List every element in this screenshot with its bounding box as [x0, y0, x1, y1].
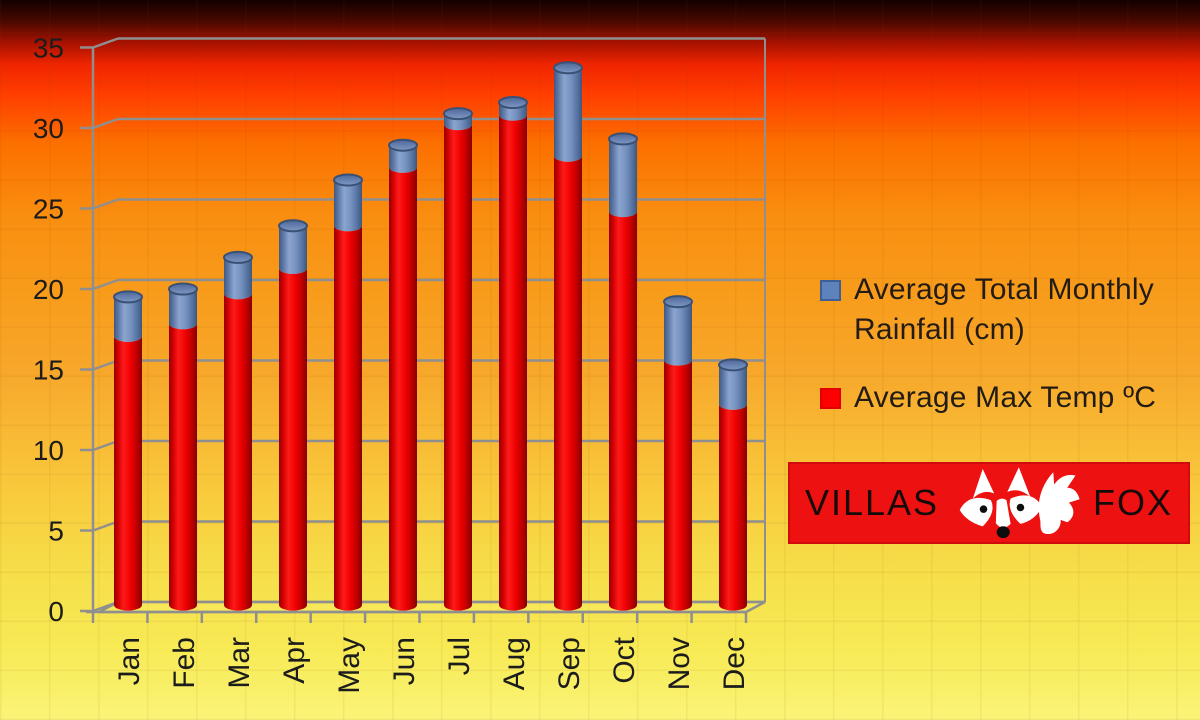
bar-feb-cap — [168, 282, 198, 296]
bar-jan-cap — [113, 290, 143, 304]
bar-nov-cap — [663, 295, 693, 309]
bar-nov-temp — [664, 360, 692, 611]
legend-label-rainfall: Average Total Monthly Rainfall (cm) — [854, 273, 1154, 346]
bar-sep-temp — [554, 156, 582, 611]
x-axis-label-feb: Feb — [168, 637, 201, 689]
axis-label-layer: 0 5 10 15 20 25 30 35 Jan Feb Mar Apr May Jun Jul Aug Se… — [33, 33, 751, 694]
bar-aug-cap — [498, 96, 528, 110]
bar-jul-cap — [443, 107, 473, 121]
y-axis-label-35: 35 — [33, 33, 64, 64]
bar-layer — [113, 61, 748, 611]
logo-text-fox: FOX — [1093, 482, 1174, 523]
bar-may-cap — [333, 173, 363, 187]
bar-jun-rainfall — [389, 145, 417, 173]
bar-mar-rainfall — [224, 257, 252, 300]
bar-jul-rainfall — [444, 113, 472, 131]
bar-aug-temp — [499, 115, 527, 611]
bar-dec-cap — [718, 358, 748, 372]
y-grid-bevel-25 — [92, 198, 119, 210]
bar-apr-temp — [279, 268, 307, 611]
bar-oct-rainfall — [609, 138, 637, 218]
bar-mar-temp — [224, 293, 252, 611]
bar-feb-temp — [169, 323, 197, 611]
y-axis-label-20: 20 — [33, 274, 64, 305]
y-grid-bevel-5 — [92, 520, 119, 532]
x-axis-label-sep: Sep — [553, 637, 586, 690]
y-grid-bevel-35 — [92, 37, 119, 49]
x-axis-label-aug: Aug — [498, 637, 531, 690]
chart-legend: Average Total Monthly Rainfall (cm) Aver… — [820, 270, 1180, 418]
x-axis-label-jun: Jun — [388, 637, 421, 685]
legend-item-temp: Average Max Temp ºC — [820, 378, 1180, 418]
bar-may-rainfall — [334, 179, 362, 232]
bar-jun-cap — [388, 138, 418, 152]
bar-dec-rainfall — [719, 364, 747, 410]
legend-item-rainfall: Average Total Monthly Rainfall (cm) — [820, 270, 1180, 350]
bar-jun-temp — [389, 167, 417, 611]
y-grid-bevel-10 — [92, 439, 119, 452]
x-axis-label-may: May — [333, 637, 366, 694]
x-axis-label-mar: Mar — [223, 637, 256, 689]
y-axis-label-15: 15 — [33, 355, 64, 386]
legend-label-temp: Average Max Temp ºC — [854, 381, 1157, 414]
y-axis-label-10: 10 — [33, 435, 64, 466]
bar-dec-temp — [719, 404, 747, 611]
bar-jan-rainfall — [114, 296, 142, 342]
x-axis-label-oct: Oct — [608, 636, 641, 683]
bar-apr-rainfall — [279, 225, 307, 274]
y-grid-bevel-15 — [92, 359, 119, 371]
bar-oct-cap — [608, 132, 638, 146]
legend-swatch-temp — [820, 388, 841, 409]
bar-sep-cap — [553, 61, 583, 75]
x-axis-label-dec: Dec — [718, 637, 751, 690]
bar-aug-rainfall — [499, 102, 527, 121]
bar-jan-temp — [114, 336, 142, 611]
x-axis-label-jan: Jan — [113, 637, 146, 685]
legend-swatch-rainfall — [820, 280, 841, 301]
bar-nov-rainfall — [664, 301, 692, 366]
y-grid-bevel-20 — [92, 278, 119, 291]
y-grid-bevel-30 — [92, 117, 119, 130]
y-axis-label-25: 25 — [33, 194, 64, 225]
bar-mar-cap — [223, 250, 253, 264]
x-axis-label-nov: Nov — [663, 637, 696, 690]
y-axis-label-5: 5 — [48, 516, 64, 547]
bar-apr-cap — [278, 219, 308, 233]
bar-may-temp — [334, 225, 362, 611]
bar-jul-temp — [444, 124, 472, 611]
y-axis-label-30: 30 — [33, 113, 64, 144]
bar-sep-rainfall — [554, 67, 582, 162]
logo-text-villas: VILLAS — [804, 482, 940, 523]
x-axis-label-jul: Jul — [443, 637, 476, 675]
x-axis-label-apr: Apr — [278, 637, 311, 684]
fox-icon — [959, 467, 1080, 539]
bar-oct-temp — [609, 211, 637, 611]
villas-fox-logo: VILLAS FOX — [788, 462, 1190, 544]
y-axis-label-0: 0 — [48, 596, 64, 627]
bar-feb-rainfall — [169, 289, 197, 330]
